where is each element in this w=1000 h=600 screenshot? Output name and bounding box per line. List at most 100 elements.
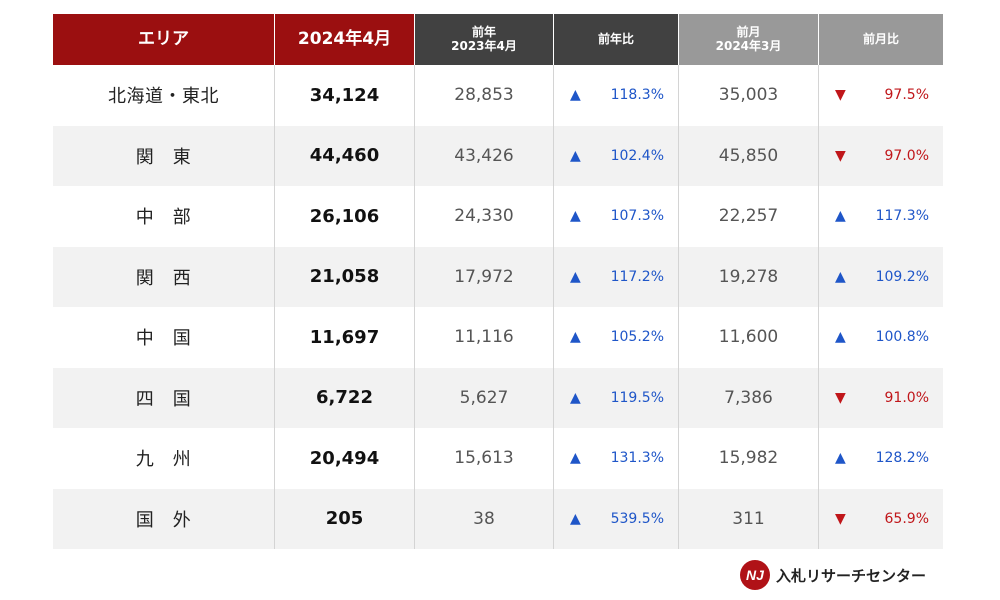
logo-mark-icon: NJ — [740, 560, 770, 590]
header-area: エリア — [53, 14, 275, 65]
prev-year-value: 5,627 — [415, 367, 554, 428]
table-row: 中 部 26,106 24,330 ▲ 107.3% 22,257 ▲ 117.… — [53, 186, 943, 247]
prev-month-value: 7,386 — [679, 367, 819, 428]
arrow-up-icon: ▲ — [570, 147, 581, 164]
prev-month-value: 35,003 — [679, 65, 819, 126]
yoy-value: 107.3% — [610, 208, 664, 225]
table-row: 関 東 44,460 43,426 ▲ 102.4% 45,850 ▼ 97.0… — [53, 125, 943, 187]
mom-cell: ▲ 128.2% — [819, 428, 943, 489]
arrow-down-icon: ▼ — [835, 147, 846, 164]
arrow-down-icon: ▼ — [835, 510, 846, 527]
area-name: 関 西 — [53, 246, 275, 307]
area-name: 関 東 — [53, 125, 275, 186]
prev-year-value: 15,613 — [415, 428, 554, 489]
mom-value: 100.8% — [875, 329, 929, 346]
yoy-cell: ▲ 118.3% — [554, 65, 679, 126]
mom-value: 109.2% — [875, 268, 929, 285]
header-mom: 前月比 — [819, 14, 943, 65]
mom-cell: ▼ 97.0% — [819, 126, 943, 187]
yoy-cell: ▲ 105.2% — [554, 307, 679, 368]
arrow-down-icon: ▼ — [835, 389, 846, 406]
arrow-up-icon: ▲ — [570, 268, 581, 285]
yoy-cell: ▲ 539.5% — [554, 488, 679, 549]
mom-value: 91.0% — [884, 389, 929, 406]
arrow-up-icon: ▲ — [570, 329, 581, 346]
mom-cell: ▲ 117.3% — [819, 186, 943, 247]
header-yoy: 前年比 — [554, 14, 679, 65]
yoy-cell: ▲ 131.3% — [554, 428, 679, 489]
yoy-value: 131.3% — [610, 450, 664, 467]
header-prev-month: 前月 2024年3月 — [679, 14, 819, 65]
current-value: 44,460 — [275, 125, 415, 186]
prev-month-value: 15,982 — [679, 428, 819, 489]
header-current: 2024年4月 — [275, 14, 415, 65]
header-prev-year: 前年 2023年4月 — [415, 14, 554, 65]
table-row: 国 外 205 38 ▲ 539.5% 311 ▼ 65.9% — [53, 488, 943, 550]
mom-cell: ▼ 97.5% — [819, 65, 943, 126]
table-row: 九 州 20,494 15,613 ▲ 131.3% 15,982 ▲ 128.… — [53, 428, 943, 489]
area-name: 北海道・東北 — [53, 65, 275, 126]
mom-cell: ▲ 100.8% — [819, 307, 943, 368]
arrow-up-icon: ▲ — [835, 208, 846, 225]
header-prev-year-title: 前年 — [471, 24, 496, 39]
mom-cell: ▼ 65.9% — [819, 489, 943, 550]
table-row: 四 国 6,722 5,627 ▲ 119.5% 7,386 ▼ 91.0% — [53, 367, 943, 429]
table-row: 中 国 11,697 11,116 ▲ 105.2% 11,600 ▲ 100.… — [53, 307, 943, 368]
arrow-up-icon: ▲ — [835, 268, 846, 285]
prev-month-value: 19,278 — [679, 246, 819, 307]
current-value: 20,494 — [275, 428, 415, 489]
yoy-value: 118.3% — [610, 87, 664, 104]
current-value: 6,722 — [275, 367, 415, 428]
table-header: エリア 2024年4月 前年 2023年4月 前年比 前月 2024年3月 前月… — [53, 14, 943, 65]
yoy-value: 102.4% — [610, 147, 664, 164]
current-value: 11,697 — [275, 307, 415, 368]
mom-value: 128.2% — [875, 450, 929, 467]
prev-month-value: 45,850 — [679, 125, 819, 186]
table-body: 北海道・東北 34,124 28,853 ▲ 118.3% 35,003 ▼ 9… — [53, 65, 943, 549]
yoy-value: 105.2% — [610, 329, 664, 346]
prev-year-value: 17,972 — [415, 246, 554, 307]
area-name: 中 国 — [53, 307, 275, 368]
current-value: 21,058 — [275, 246, 415, 307]
header-prev-month-date: 2024年3月 — [715, 38, 782, 53]
mom-cell: ▼ 91.0% — [819, 368, 943, 429]
header-prev-year-date: 2023年4月 — [451, 38, 517, 53]
prev-month-value: 22,257 — [679, 186, 819, 247]
area-name: 国 外 — [53, 488, 275, 549]
prev-year-value: 43,426 — [415, 125, 554, 186]
area-name: 四 国 — [53, 367, 275, 428]
prev-month-value: 11,600 — [679, 307, 819, 368]
prev-year-value: 24,330 — [415, 186, 554, 247]
arrow-up-icon: ▲ — [835, 450, 846, 467]
logo-text: 入札リサーチセンター — [776, 566, 927, 585]
current-value: 34,124 — [275, 65, 415, 126]
current-value: 205 — [275, 488, 415, 549]
prev-year-value: 28,853 — [415, 65, 554, 126]
arrow-up-icon: ▲ — [570, 208, 581, 225]
header-prev-month-title: 前月 — [736, 24, 761, 39]
area-name: 九 州 — [53, 428, 275, 489]
arrow-down-icon: ▼ — [835, 87, 846, 104]
area-name: 中 部 — [53, 186, 275, 247]
arrow-up-icon: ▲ — [835, 329, 846, 346]
arrow-up-icon: ▲ — [570, 389, 581, 406]
mom-value: 97.0% — [884, 147, 929, 164]
company-logo: NJ 入札リサーチセンター — [740, 560, 926, 590]
arrow-up-icon: ▲ — [570, 510, 581, 527]
arrow-up-icon: ▲ — [570, 87, 581, 104]
yoy-cell: ▲ 119.5% — [554, 367, 679, 428]
mom-value: 117.3% — [875, 208, 929, 225]
yoy-value: 117.2% — [610, 268, 664, 285]
mom-value: 97.5% — [884, 87, 929, 104]
prev-month-value: 311 — [679, 488, 819, 549]
yoy-cell: ▲ 117.2% — [554, 246, 679, 307]
yoy-value: 539.5% — [610, 510, 664, 527]
current-value: 26,106 — [275, 186, 415, 247]
table-row: 関 西 21,058 17,972 ▲ 117.2% 19,278 ▲ 109.… — [53, 246, 943, 307]
data-table: エリア 2024年4月 前年 2023年4月 前年比 前月 2024年3月 前月… — [53, 14, 943, 549]
prev-year-value: 11,116 — [415, 307, 554, 368]
mom-value: 65.9% — [884, 510, 929, 527]
arrow-up-icon: ▲ — [570, 450, 581, 467]
yoy-cell: ▲ 102.4% — [554, 125, 679, 186]
yoy-value: 119.5% — [610, 389, 664, 406]
